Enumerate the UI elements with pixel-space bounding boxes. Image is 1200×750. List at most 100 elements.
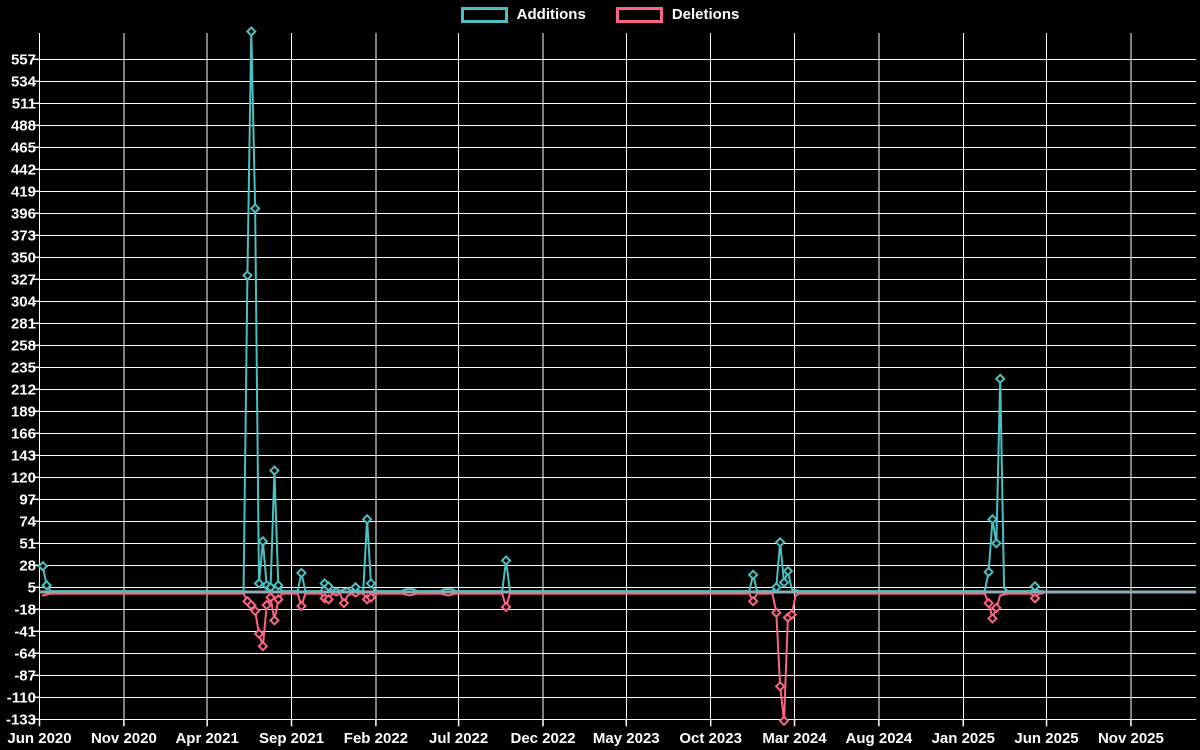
y-axis-tick-label: 51 (19, 536, 36, 553)
legend-label-deletions: Deletions (671, 6, 740, 23)
deletions-line (41, 592, 1044, 722)
y-axis-tick-label: 488 (11, 118, 36, 135)
data-point-marker[interactable] (242, 270, 253, 281)
data-point-marker[interactable] (1029, 580, 1041, 592)
data-point-marker[interactable] (323, 580, 334, 592)
y-axis-tick-label: 143 (11, 448, 36, 465)
y-axis-tick-label: 97 (19, 492, 36, 509)
data-point-marker[interactable] (994, 373, 1006, 385)
data-point-marker[interactable] (365, 578, 377, 589)
data-point-marker[interactable] (245, 26, 257, 37)
data-point-marker[interactable] (774, 680, 786, 692)
x-axis-tick-label: Jun 2025 (1014, 730, 1078, 747)
data-point-marker[interactable] (774, 536, 786, 548)
data-point-marker[interactable] (253, 628, 265, 640)
data-point-marker[interactable] (500, 601, 512, 613)
data-point-marker[interactable] (770, 581, 782, 593)
data-point-marker[interactable] (257, 535, 269, 547)
y-axis-tick-label: -110 (7, 689, 36, 706)
data-point-marker[interactable] (269, 614, 280, 626)
y-axis-tick-label: 74 (19, 514, 36, 531)
y-axis-tick-label: 465 (11, 140, 36, 157)
data-point-marker[interactable] (365, 591, 377, 603)
chart-legend: Additions Deletions (0, 6, 1200, 23)
data-point-marker[interactable] (500, 555, 512, 566)
data-point-marker[interactable] (323, 593, 334, 605)
y-axis-tick-label: 281 (11, 316, 36, 333)
x-axis-tick-label: Dec 2022 (510, 730, 575, 747)
x-axis-tick-label: Jan 2025 (932, 730, 995, 747)
data-point-marker[interactable] (983, 597, 995, 609)
y-axis-tick-label: 511 (12, 96, 36, 113)
data-point-marker[interactable] (990, 537, 1002, 549)
y-axis-tick-label: 120 (11, 470, 36, 487)
x-axis-tick-label: Apr 2021 (175, 730, 238, 747)
y-axis-tick-label: 28 (19, 558, 36, 575)
data-point-marker[interactable] (983, 566, 995, 578)
y-axis-tick-label: 350 (11, 250, 36, 267)
legend-label-additions: Additions (516, 6, 586, 23)
x-axis-tick-label: Sep 2021 (259, 730, 324, 747)
y-axis-tick-label: -18 (14, 601, 36, 618)
data-point-marker[interactable] (261, 599, 273, 611)
y-axis-tick-label: 212 (11, 382, 36, 399)
y-axis-tick-label: 442 (11, 162, 36, 179)
x-axis-tick-label: Oct 2023 (679, 730, 742, 747)
data-point-marker[interactable] (747, 595, 759, 607)
y-axis-tick-label: 419 (11, 184, 36, 201)
x-axis-tick-label: Feb 2022 (344, 730, 408, 747)
x-axis-tick-label: May 2023 (593, 730, 660, 747)
y-axis-tick-label: 304 (11, 294, 37, 311)
data-point-marker[interactable] (269, 465, 280, 476)
y-axis-tick-label: -64 (14, 645, 36, 662)
data-point-marker[interactable] (1029, 592, 1041, 604)
data-point-marker[interactable] (778, 577, 790, 588)
deletions-swatch-icon (615, 6, 663, 23)
data-point-marker[interactable] (987, 613, 998, 624)
additions-swatch-icon (460, 6, 508, 23)
data-point-marker[interactable] (782, 565, 794, 577)
x-axis-tick-label: Jul 2022 (429, 730, 488, 747)
y-axis-tick-label: 166 (11, 426, 36, 443)
data-point-marker[interactable] (272, 593, 284, 605)
y-axis-tick-label: -133 (6, 711, 36, 728)
legend-item-deletions[interactable]: Deletions (615, 6, 740, 23)
x-axis-tick-label: Aug 2024 (846, 730, 913, 747)
y-axis-tick-label: 189 (11, 404, 36, 421)
additions-line (41, 30, 1044, 593)
x-axis-tick-label: Jun 2020 (7, 730, 71, 747)
data-point-marker[interactable] (361, 513, 373, 525)
data-point-marker[interactable] (990, 602, 1002, 614)
data-point-marker[interactable] (245, 599, 257, 611)
data-point-marker[interactable] (257, 640, 269, 652)
y-axis-tick-label: 327 (11, 272, 36, 289)
legend-item-additions[interactable]: Additions (460, 6, 586, 23)
data-point-marker[interactable] (338, 597, 350, 609)
y-axis-tick-label: 557 (11, 52, 36, 69)
data-point-marker[interactable] (41, 579, 53, 591)
data-point-marker[interactable] (786, 609, 798, 621)
data-point-marker[interactable] (350, 581, 361, 593)
data-point-marker[interactable] (249, 203, 261, 214)
axis-ticks-and-labels: 5575345114884654424193963733503273042812… (6, 52, 1164, 747)
data-point-marker[interactable] (747, 569, 759, 581)
data-point-marker[interactable] (253, 578, 265, 589)
x-axis-tick-label: Nov 2020 (91, 730, 157, 747)
data-point-marker[interactable] (296, 567, 307, 579)
data-point-marker[interactable] (987, 513, 998, 525)
y-axis-tick-label: -41 (14, 623, 36, 640)
data-point-marker[interactable] (272, 579, 284, 591)
data-point-marker[interactable] (778, 715, 790, 727)
data-point-marker[interactable] (770, 607, 782, 619)
data-point-marker[interactable] (265, 581, 276, 593)
data-point-marker[interactable] (37, 560, 49, 572)
data-point-marker[interactable] (265, 591, 276, 603)
y-axis-tick-label: 373 (11, 228, 36, 245)
y-axis-tick-label: 5 (28, 580, 36, 597)
data-point-marker[interactable] (296, 600, 307, 612)
data-point-marker[interactable] (249, 605, 261, 617)
gridlines (39, 33, 1196, 720)
y-axis-tick-label: -87 (14, 667, 36, 684)
y-axis-tick-label: 534 (11, 74, 37, 91)
